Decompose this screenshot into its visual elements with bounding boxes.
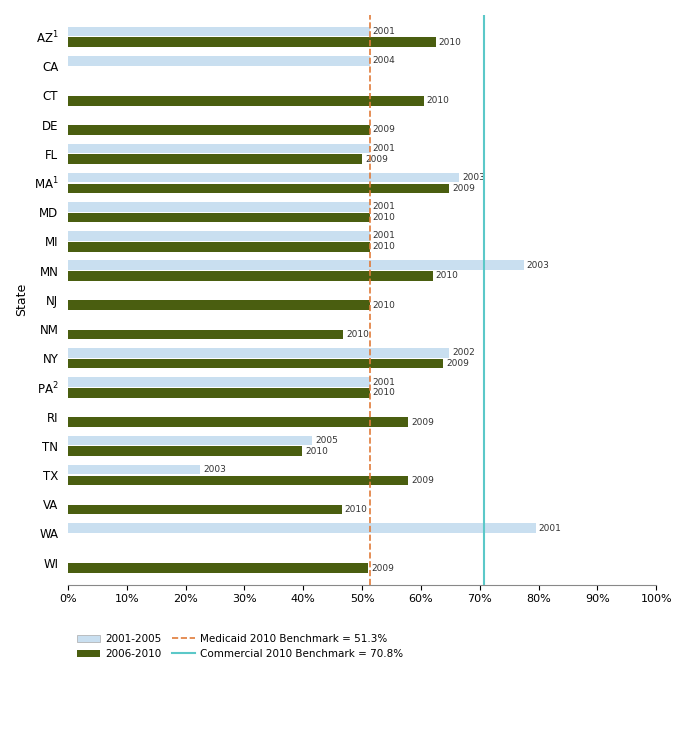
Text: 2005: 2005 [315,436,338,445]
Text: 2010: 2010 [373,301,396,310]
Bar [68,563,368,573]
Bar [68,523,536,533]
Text: 2001: 2001 [373,231,396,240]
Bar [68,271,433,281]
Bar [68,144,370,153]
Text: 2010: 2010 [373,213,396,222]
Text: 2010: 2010 [344,505,368,514]
Text: 2009: 2009 [365,155,388,164]
Bar [68,213,370,223]
Bar [68,125,370,135]
Text: 2001: 2001 [539,523,561,533]
Bar [68,465,201,475]
Bar [68,172,459,182]
Text: 2010: 2010 [305,447,328,455]
Bar [68,27,370,36]
Text: 2009: 2009 [411,476,433,485]
Text: 2010: 2010 [373,242,396,251]
Text: 2001: 2001 [373,27,396,36]
Bar [68,359,443,368]
Text: 2009: 2009 [371,564,394,573]
Bar [68,231,370,241]
Bar [68,202,370,212]
Text: 2009: 2009 [373,125,396,134]
Bar [68,505,341,514]
Bar [68,38,436,47]
Bar [68,260,524,270]
Y-axis label: State: State [15,283,28,316]
Bar [68,56,370,66]
Text: 2003: 2003 [527,261,550,270]
Bar [68,475,408,485]
Bar [68,436,312,445]
Text: 2009: 2009 [452,184,475,193]
Bar [68,154,362,164]
Bar [68,377,370,387]
Text: 2003: 2003 [462,173,485,182]
Text: 2002: 2002 [452,349,475,357]
Bar [68,447,302,456]
Text: 2010: 2010 [438,38,462,47]
Text: 2009: 2009 [447,359,469,368]
Text: 2010: 2010 [436,271,458,281]
Text: 2001: 2001 [373,144,396,153]
Text: 2001: 2001 [373,377,396,386]
Bar [68,417,408,427]
Text: 2003: 2003 [203,465,226,474]
Bar [68,388,370,398]
Bar [68,242,370,251]
Bar [68,301,370,310]
Text: 2009: 2009 [411,418,433,427]
Bar [68,348,449,357]
Bar [68,329,344,339]
Text: 2010: 2010 [373,388,396,397]
Bar [68,96,424,105]
Text: 2001: 2001 [373,202,396,212]
Text: 2010: 2010 [427,97,450,105]
Legend: 2001-2005, 2006-2010, Medicaid 2010 Benchmark = 51.3%, Commercial 2010 Benchmark: 2001-2005, 2006-2010, Medicaid 2010 Benc… [74,629,407,663]
Bar [68,184,449,193]
Text: 2010: 2010 [346,330,369,339]
Text: 2004: 2004 [373,56,396,65]
